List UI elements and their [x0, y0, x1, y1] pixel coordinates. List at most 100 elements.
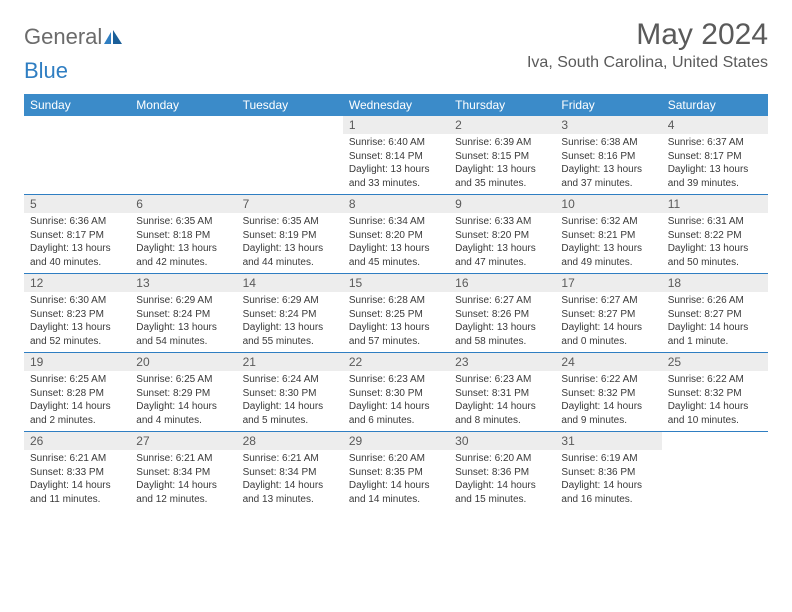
day-number: 29 — [343, 432, 449, 450]
day-info: Sunrise: 6:29 AMSunset: 8:24 PMDaylight:… — [130, 294, 236, 348]
day-info: Sunrise: 6:24 AMSunset: 8:30 PMDaylight:… — [237, 373, 343, 427]
day-cell: . — [24, 116, 130, 194]
day-number: 7 — [237, 195, 343, 213]
day-info: Sunrise: 6:21 AMSunset: 8:33 PMDaylight:… — [24, 452, 130, 506]
day-cell: 23 Sunrise: 6:23 AMSunset: 8:31 PMDayligh… — [449, 353, 555, 431]
day-cell: 3 Sunrise: 6:38 AMSunset: 8:16 PMDaylight… — [555, 116, 661, 194]
day-header-cell: Saturday — [662, 94, 768, 116]
day-number: 8 — [343, 195, 449, 213]
day-number: 24 — [555, 353, 661, 371]
day-info: Sunrise: 6:21 AMSunset: 8:34 PMDaylight:… — [130, 452, 236, 506]
day-cell: 11 Sunrise: 6:31 AMSunset: 8:22 PMDayligh… — [662, 195, 768, 273]
day-number: 11 — [662, 195, 768, 213]
day-cell: 12Sunrise: 6:30 AMSunset: 8:23 PMDayligh… — [24, 274, 130, 352]
day-header-row: SundayMondayTuesdayWednesdayThursdayFrid… — [24, 94, 768, 116]
logo: General Blue — [24, 24, 124, 84]
day-info: Sunrise: 6:38 AMSunset: 8:16 PMDaylight:… — [555, 136, 661, 190]
day-cell: 28 Sunrise: 6:21 AMSunset: 8:34 PMDayligh… — [237, 432, 343, 510]
day-cell: 22Sunrise: 6:23 AMSunset: 8:30 PMDayligh… — [343, 353, 449, 431]
day-info: Sunrise: 6:32 AMSunset: 8:21 PMDaylight:… — [555, 215, 661, 269]
day-cell: 10 Sunrise: 6:32 AMSunset: 8:21 PMDayligh… — [555, 195, 661, 273]
day-info: Sunrise: 6:27 AMSunset: 8:26 PMDaylight:… — [449, 294, 555, 348]
day-number: 17 — [555, 274, 661, 292]
day-cell: 15 Sunrise: 6:28 AMSunset: 8:25 PMDayligh… — [343, 274, 449, 352]
day-info: Sunrise: 6:20 AMSunset: 8:35 PMDaylight:… — [343, 452, 449, 506]
day-number: 3 — [555, 116, 661, 134]
location-text: Iva, South Carolina, United States — [527, 54, 768, 72]
day-number: 14 — [237, 274, 343, 292]
title-block: May 2024 Iva, South Carolina, United Sta… — [527, 18, 768, 72]
day-header-cell: Monday — [130, 94, 236, 116]
day-info: Sunrise: 6:27 AMSunset: 8:27 PMDaylight:… — [555, 294, 661, 348]
day-number: 23 — [449, 353, 555, 371]
day-number: 28 — [237, 432, 343, 450]
day-number: 13 — [130, 274, 236, 292]
day-cell: 26Sunrise: 6:21 AMSunset: 8:33 PMDayligh… — [24, 432, 130, 510]
logo-text-general: General — [24, 24, 102, 49]
day-cell: 8 Sunrise: 6:34 AMSunset: 8:20 PMDaylight… — [343, 195, 449, 273]
day-info: Sunrise: 6:34 AMSunset: 8:20 PMDaylight:… — [343, 215, 449, 269]
day-info: Sunrise: 6:22 AMSunset: 8:32 PMDaylight:… — [662, 373, 768, 427]
day-number: 10 — [555, 195, 661, 213]
day-cell: 31Sunrise: 6:19 AMSunset: 8:36 PMDayligh… — [555, 432, 661, 510]
day-cell: 13 Sunrise: 6:29 AMSunset: 8:24 PMDayligh… — [130, 274, 236, 352]
day-info: Sunrise: 6:33 AMSunset: 8:20 PMDaylight:… — [449, 215, 555, 269]
day-number: 22 — [343, 353, 449, 371]
day-header-cell: Wednesday — [343, 94, 449, 116]
day-cell: 17 Sunrise: 6:27 AMSunset: 8:27 PMDayligh… — [555, 274, 661, 352]
day-number: 6 — [130, 195, 236, 213]
day-cell: 20 Sunrise: 6:25 AMSunset: 8:29 PMDayligh… — [130, 353, 236, 431]
day-info: Sunrise: 6:23 AMSunset: 8:31 PMDaylight:… — [449, 373, 555, 427]
day-info: Sunrise: 6:36 AMSunset: 8:17 PMDaylight:… — [24, 215, 130, 269]
day-info: Sunrise: 6:30 AMSunset: 8:23 PMDaylight:… — [24, 294, 130, 348]
calendar: SundayMondayTuesdayWednesdayThursdayFrid… — [24, 94, 768, 510]
day-info: Sunrise: 6:26 AMSunset: 8:27 PMDaylight:… — [662, 294, 768, 348]
day-number: 5 — [24, 195, 130, 213]
day-number: 15 — [343, 274, 449, 292]
header: General Blue May 2024 Iva, South Carolin… — [24, 18, 768, 84]
logo-sail-icon — [104, 24, 124, 50]
day-info: Sunrise: 6:35 AMSunset: 8:18 PMDaylight:… — [130, 215, 236, 269]
day-number: 27 — [130, 432, 236, 450]
logo-text-blue: Blue — [24, 58, 68, 83]
day-cell: 7Sunrise: 6:35 AMSunset: 8:19 PMDaylight… — [237, 195, 343, 273]
day-cell: 19Sunrise: 6:25 AMSunset: 8:28 PMDayligh… — [24, 353, 130, 431]
day-info: Sunrise: 6:21 AMSunset: 8:34 PMDaylight:… — [237, 452, 343, 506]
weeks-container: ...1Sunrise: 6:40 AMSunset: 8:14 PMDayli… — [24, 116, 768, 510]
day-number: 9 — [449, 195, 555, 213]
week-row: 5 Sunrise: 6:36 AMSunset: 8:17 PMDaylight… — [24, 195, 768, 274]
day-info: Sunrise: 6:25 AMSunset: 8:28 PMDaylight:… — [24, 373, 130, 427]
month-title: May 2024 — [527, 18, 768, 52]
day-number: 18 — [662, 274, 768, 292]
day-number: 31 — [555, 432, 661, 450]
day-cell: 24Sunrise: 6:22 AMSunset: 8:32 PMDayligh… — [555, 353, 661, 431]
day-info: Sunrise: 6:25 AMSunset: 8:29 PMDaylight:… — [130, 373, 236, 427]
week-row: 19Sunrise: 6:25 AMSunset: 8:28 PMDayligh… — [24, 353, 768, 432]
day-header-cell: Sunday — [24, 94, 130, 116]
day-info: Sunrise: 6:40 AMSunset: 8:14 PMDaylight:… — [343, 136, 449, 190]
day-header-cell: Friday — [555, 94, 661, 116]
day-cell: . — [130, 116, 236, 194]
day-cell: 21 Sunrise: 6:24 AMSunset: 8:30 PMDayligh… — [237, 353, 343, 431]
day-number: 30 — [449, 432, 555, 450]
day-cell: 5 Sunrise: 6:36 AMSunset: 8:17 PMDaylight… — [24, 195, 130, 273]
day-cell: 6 Sunrise: 6:35 AMSunset: 8:18 PMDaylight… — [130, 195, 236, 273]
day-info: Sunrise: 6:39 AMSunset: 8:15 PMDaylight:… — [449, 136, 555, 190]
day-cell: . — [237, 116, 343, 194]
day-number: 21 — [237, 353, 343, 371]
day-cell: 9 Sunrise: 6:33 AMSunset: 8:20 PMDaylight… — [449, 195, 555, 273]
day-cell: 30 Sunrise: 6:20 AMSunset: 8:36 PMDayligh… — [449, 432, 555, 510]
day-cell: . — [662, 432, 768, 510]
day-info: Sunrise: 6:31 AMSunset: 8:22 PMDaylight:… — [662, 215, 768, 269]
week-row: ...1Sunrise: 6:40 AMSunset: 8:14 PMDayli… — [24, 116, 768, 195]
day-info: Sunrise: 6:37 AMSunset: 8:17 PMDaylight:… — [662, 136, 768, 190]
day-cell: 25Sunrise: 6:22 AMSunset: 8:32 PMDayligh… — [662, 353, 768, 431]
day-cell: 1Sunrise: 6:40 AMSunset: 8:14 PMDaylight… — [343, 116, 449, 194]
day-info: Sunrise: 6:20 AMSunset: 8:36 PMDaylight:… — [449, 452, 555, 506]
day-number: 20 — [130, 353, 236, 371]
day-cell: 4Sunrise: 6:37 AMSunset: 8:17 PMDaylight… — [662, 116, 768, 194]
day-cell: 14Sunrise: 6:29 AMSunset: 8:24 PMDayligh… — [237, 274, 343, 352]
day-cell: 27 Sunrise: 6:21 AMSunset: 8:34 PMDayligh… — [130, 432, 236, 510]
day-number: 2 — [449, 116, 555, 134]
day-info: Sunrise: 6:28 AMSunset: 8:25 PMDaylight:… — [343, 294, 449, 348]
